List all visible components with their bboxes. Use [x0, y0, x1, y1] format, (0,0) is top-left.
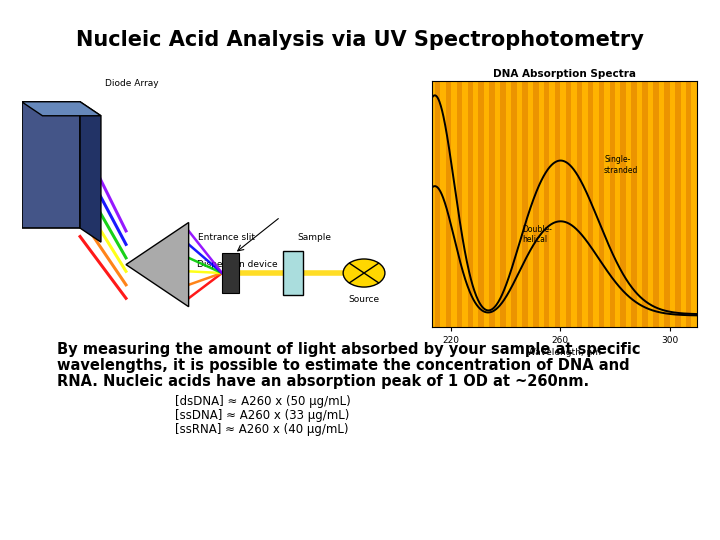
Text: Entrance slit: Entrance slit — [198, 233, 255, 242]
Text: [ssDNA] ≈ A260 x (33 μg/mL): [ssDNA] ≈ A260 x (33 μg/mL) — [175, 409, 349, 422]
Polygon shape — [126, 222, 189, 307]
Bar — [697, 81, 703, 327]
Bar — [653, 81, 659, 327]
Polygon shape — [283, 251, 304, 295]
Bar — [555, 81, 560, 327]
Bar — [631, 81, 637, 327]
Bar — [490, 81, 495, 327]
Bar — [522, 81, 528, 327]
FancyBboxPatch shape — [222, 253, 239, 293]
Bar — [500, 81, 505, 327]
Text: Double-
helical: Double- helical — [522, 225, 552, 244]
Bar — [566, 81, 571, 327]
Bar — [424, 81, 429, 327]
Text: Nucleic Acid Analysis via UV Spectrophotometry: Nucleic Acid Analysis via UV Spectrophot… — [76, 30, 644, 50]
Text: Single-
stranded: Single- stranded — [604, 156, 639, 175]
Bar — [511, 81, 517, 327]
Bar — [610, 81, 615, 327]
Circle shape — [343, 259, 385, 287]
Text: RNA. Nucleic acids have an absorption peak of 1 OD at ~260nm.: RNA. Nucleic acids have an absorption pe… — [57, 374, 589, 389]
Bar — [478, 81, 484, 327]
Bar — [675, 81, 680, 327]
Text: Sample: Sample — [297, 233, 331, 242]
Bar — [642, 81, 648, 327]
Bar — [456, 81, 462, 327]
Bar — [686, 81, 691, 327]
Text: By measuring the amount of light absorbed by your sample at specific: By measuring the amount of light absorbe… — [57, 342, 641, 357]
Bar — [708, 81, 714, 327]
Bar — [435, 81, 440, 327]
Text: wavelengths, it is possible to estimate the concentration of DNA and: wavelengths, it is possible to estimate … — [57, 358, 629, 373]
Bar — [577, 81, 582, 327]
Bar — [533, 81, 539, 327]
FancyBboxPatch shape — [22, 102, 80, 228]
X-axis label: Wavelength, nm: Wavelength, nm — [528, 348, 601, 356]
Text: Source: Source — [348, 295, 379, 305]
Bar — [598, 81, 604, 327]
Bar — [588, 81, 593, 327]
Text: [ssRNA] ≈ A260 x (40 μg/mL): [ssRNA] ≈ A260 x (40 μg/mL) — [175, 423, 348, 436]
Text: [dsDNA] ≈ A260 x (50 μg/mL): [dsDNA] ≈ A260 x (50 μg/mL) — [175, 395, 351, 408]
Text: Diode Array: Diode Array — [105, 79, 158, 87]
Polygon shape — [80, 102, 101, 242]
Title: DNA Absorption Spectra: DNA Absorption Spectra — [493, 69, 636, 79]
Bar — [621, 81, 626, 327]
Bar — [467, 81, 473, 327]
Bar — [664, 81, 670, 327]
Bar — [446, 81, 451, 327]
Text: Dispersion device: Dispersion device — [197, 260, 278, 269]
Bar — [544, 81, 549, 327]
Polygon shape — [22, 102, 101, 116]
